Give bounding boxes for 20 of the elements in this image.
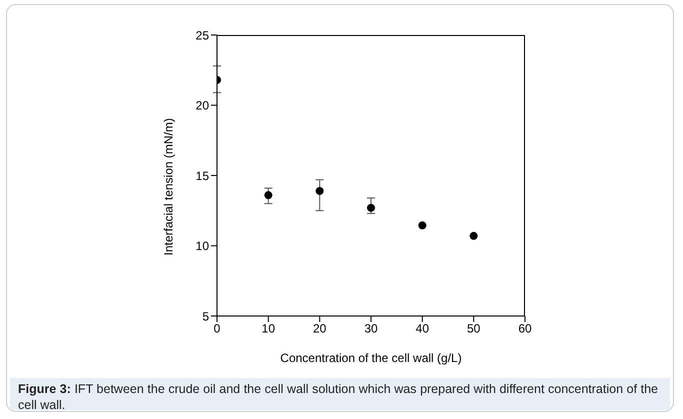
point [367, 204, 375, 212]
y-axis-title: Interfacial tension (mN/m) [161, 118, 176, 256]
x-tick-label: 30 [364, 322, 378, 336]
y-tick-label: 10 [196, 239, 210, 254]
x-tick-label: 20 [312, 322, 327, 336]
point [418, 221, 426, 230]
point [264, 191, 272, 200]
x-tick-label: 40 [416, 322, 430, 336]
x-tick-label: 0 [214, 322, 221, 336]
x-tick-label: 50 [466, 322, 481, 336]
y-tick-label: 25 [196, 28, 210, 42]
y-tick-label: 15 [196, 168, 210, 183]
y-tick-label: 20 [196, 98, 210, 113]
caption: Figure 3: IFT between the crude oil and the cell wall solution which was prepared with different concentration of the cell wall. [18, 382, 658, 412]
x-axis-title: Concentration of the cell wall (g/L) [280, 351, 462, 365]
point [316, 186, 324, 195]
x-tick-label: 10 [262, 322, 276, 336]
x-tick-label: 60 [518, 322, 532, 336]
y-tick-label: 5 [202, 309, 210, 324]
point [470, 232, 478, 240]
